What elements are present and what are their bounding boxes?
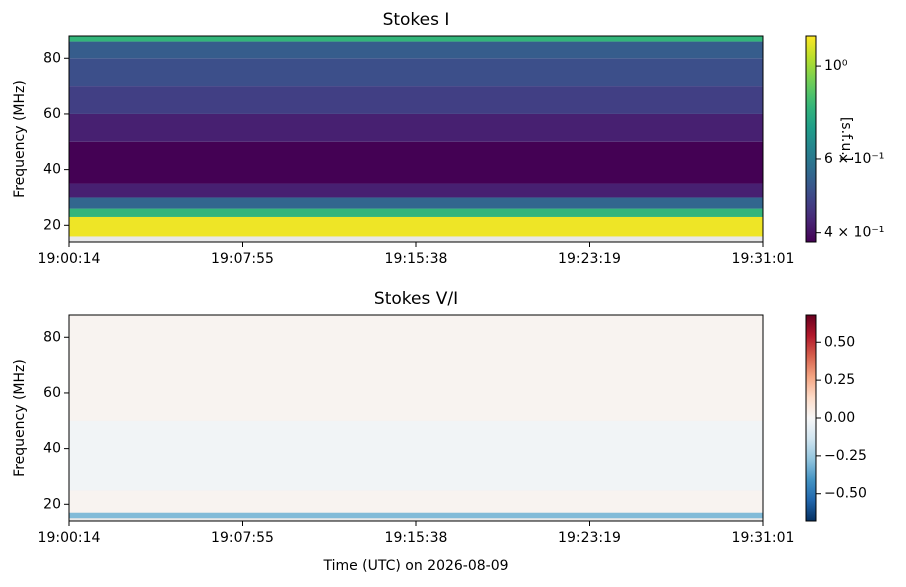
chart-title: Stokes V/I [374, 289, 458, 309]
x-tick-label: 19:15:38 [385, 530, 448, 546]
colorbar-tick-label: 0.00 [824, 410, 855, 426]
y-tick-label: 80 [43, 50, 61, 66]
colorbar-tick-label: 10⁰ [824, 58, 848, 74]
heatmap-band [69, 420, 763, 491]
colorbar [805, 35, 817, 243]
colorbar-tick-label: 4 × 10⁻¹ [824, 225, 884, 241]
y-axis-label: Frequency (MHz) [12, 359, 28, 477]
heatmap-band [69, 490, 763, 513]
heatmap-band [69, 208, 763, 217]
x-tick-label: 19:07:55 [211, 530, 274, 546]
heatmap-band [69, 216, 763, 237]
heatmap-band [69, 86, 763, 114]
colorbar-tick-label: 0.50 [824, 334, 855, 350]
y-tick-label: 80 [43, 329, 61, 345]
x-tick-label: 19:31:01 [732, 251, 795, 267]
y-tick-label: 20 [43, 217, 61, 233]
x-tick-label: 19:07:55 [211, 251, 274, 267]
colorbar-tick-label: −0.25 [824, 448, 867, 464]
colorbar-tick-label: 0.25 [824, 372, 855, 388]
x-tick-label: 19:00:14 [38, 530, 101, 546]
heatmap-band [69, 113, 763, 142]
x-axis-label: Time (UTC) on 2026-08-09 [322, 558, 508, 574]
chart-title: Stokes I [383, 10, 450, 30]
heatmap-band [69, 183, 763, 198]
heatmap-band [69, 58, 763, 87]
y-tick-label: 60 [43, 106, 61, 122]
x-tick-label: 19:31:01 [732, 530, 795, 546]
y-tick-label: 40 [43, 441, 61, 457]
heatmap-band [69, 141, 763, 184]
colorbar [805, 314, 817, 522]
x-tick-label: 19:00:14 [38, 251, 101, 267]
colorbar-label: [s.f.u.] [838, 117, 854, 161]
y-tick-label: 20 [43, 496, 61, 512]
heatmap-band [69, 315, 763, 421]
y-axis-label: Frequency (MHz) [12, 80, 28, 198]
heatmap-band [69, 197, 763, 209]
y-tick-label: 60 [43, 385, 61, 401]
colorbar-tick-label: −0.50 [824, 486, 867, 502]
y-tick-label: 40 [43, 162, 61, 178]
heatmap-band [69, 41, 763, 59]
x-tick-label: 19:23:19 [558, 530, 621, 546]
x-tick-label: 19:15:38 [385, 251, 448, 267]
x-tick-label: 19:23:19 [558, 251, 621, 267]
heatmap-band [69, 512, 763, 519]
heatmap-band [69, 36, 763, 42]
colorbar-tick-label: 6 × 10⁻¹ [824, 151, 884, 167]
